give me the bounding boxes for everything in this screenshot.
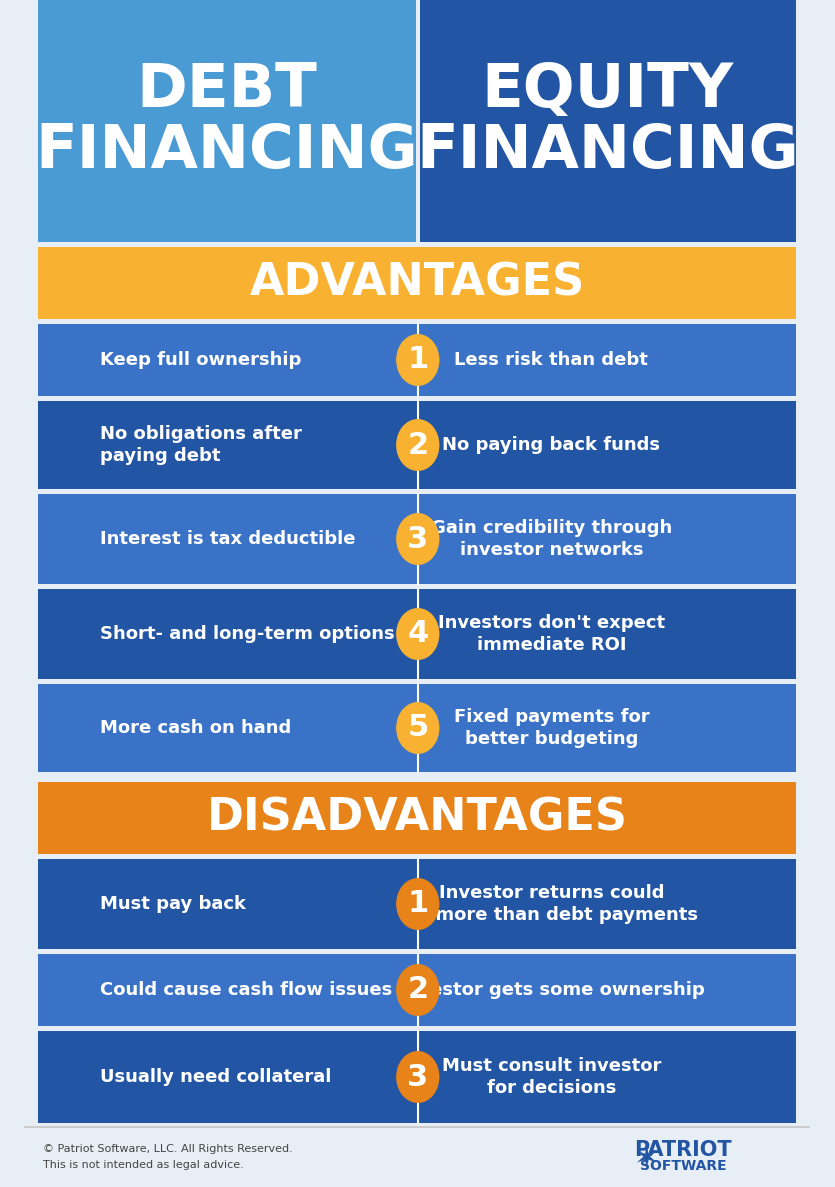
Text: Must pay back: Must pay back: [99, 895, 245, 913]
Text: 1: 1: [407, 345, 428, 375]
Text: 3: 3: [407, 525, 428, 553]
Ellipse shape: [396, 964, 439, 1016]
Bar: [38, 494, 796, 584]
Text: PATRIOT: PATRIOT: [635, 1140, 732, 1160]
Text: DISADVANTAGES: DISADVANTAGES: [207, 796, 628, 839]
Text: ✶: ✶: [633, 1145, 658, 1174]
Text: Interest is tax deductible: Interest is tax deductible: [99, 531, 355, 548]
Text: Investor gets some ownership: Investor gets some ownership: [398, 980, 704, 999]
Bar: [38, 954, 796, 1026]
Bar: [416, 0, 420, 242]
Bar: [38, 859, 796, 948]
Text: DEBT
FINANCING: DEBT FINANCING: [36, 61, 418, 182]
Bar: [38, 324, 796, 396]
Text: Investors don't expect
immediate ROI: Investors don't expect immediate ROI: [438, 614, 665, 654]
Text: Investor returns could
be more than debt payments: Investor returns could be more than debt…: [404, 884, 698, 925]
Text: Usually need collateral: Usually need collateral: [99, 1068, 331, 1086]
Text: 5: 5: [407, 713, 428, 743]
Text: 1: 1: [407, 889, 428, 919]
Ellipse shape: [396, 334, 439, 386]
Text: This is not intended as legal advice.: This is not intended as legal advice.: [43, 1161, 244, 1170]
Text: Must consult investor
for decisions: Must consult investor for decisions: [442, 1056, 661, 1097]
Text: No obligations after
paying debt: No obligations after paying debt: [99, 425, 301, 465]
Ellipse shape: [396, 513, 439, 565]
Bar: [38, 247, 796, 319]
Text: Fixed payments for
better budgeting: Fixed payments for better budgeting: [453, 707, 650, 748]
Text: SOFTWARE: SOFTWARE: [640, 1160, 726, 1174]
Text: Short- and long-term options: Short- and long-term options: [99, 626, 394, 643]
Bar: [38, 0, 416, 242]
Text: 2: 2: [407, 431, 428, 459]
Bar: [420, 0, 796, 242]
Bar: [38, 401, 796, 489]
Bar: [24, 1128, 810, 1187]
Text: 2: 2: [407, 976, 428, 1004]
Text: 3: 3: [407, 1062, 428, 1092]
Text: 4: 4: [407, 620, 428, 648]
Ellipse shape: [396, 702, 439, 754]
Bar: [38, 782, 796, 853]
Ellipse shape: [396, 1050, 439, 1103]
Text: Less risk than debt: Less risk than debt: [454, 351, 648, 369]
Text: EQUITY
FINANCING: EQUITY FINANCING: [417, 61, 799, 182]
Ellipse shape: [396, 608, 439, 660]
Text: No paying back funds: No paying back funds: [443, 436, 660, 453]
Text: Gain credibility through
investor networks: Gain credibility through investor networ…: [431, 519, 672, 559]
Bar: [38, 589, 796, 679]
Text: More cash on hand: More cash on hand: [99, 719, 291, 737]
Bar: [24, 1126, 810, 1128]
Ellipse shape: [396, 878, 439, 929]
Text: © Patriot Software, LLC. All Rights Reserved.: © Patriot Software, LLC. All Rights Rese…: [43, 1144, 293, 1155]
Text: Could cause cash flow issues: Could cause cash flow issues: [99, 980, 392, 999]
Ellipse shape: [396, 419, 439, 471]
Bar: [38, 1032, 796, 1123]
Bar: [38, 684, 796, 772]
Text: Keep full ownership: Keep full ownership: [99, 351, 301, 369]
Text: ADVANTAGES: ADVANTAGES: [250, 261, 585, 305]
